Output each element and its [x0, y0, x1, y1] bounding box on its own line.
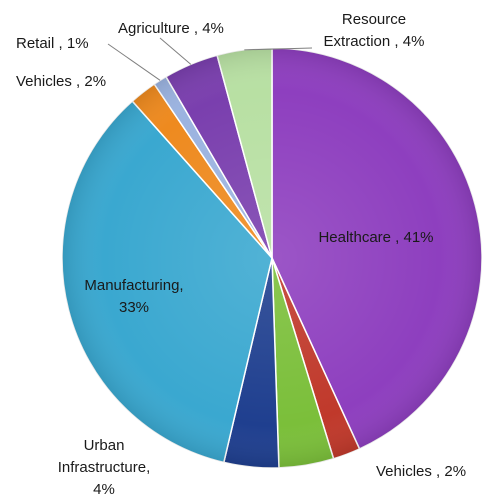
- slice-labels: Healthcare , 41% Vehicles , 2% Urban Infras…: [16, 11, 466, 498]
- slice-label-0: Healthcare , 41%: [318, 229, 433, 246]
- leader-line-agriculture: [159, 37, 192, 65]
- slice-label-5: Vehicles , 2%: [16, 73, 106, 90]
- leader-line-resource-extraction: [244, 47, 313, 51]
- slice-label-6: Retail , 1%: [16, 35, 89, 52]
- leader-lines: [107, 37, 313, 81]
- leader-line-retail: [107, 43, 161, 81]
- slice-label-8: Resource Extraction , 4%: [324, 11, 425, 50]
- slice-label-1: Vehicles , 2%: [376, 463, 466, 480]
- slice-label-3: Urban Infrastructure, 4%: [58, 437, 151, 498]
- pie-slices: [61, 47, 483, 469]
- slice-label-4: Manufacturing, 33%: [84, 277, 183, 316]
- slice-label-7: Agriculture , 4%: [118, 20, 224, 37]
